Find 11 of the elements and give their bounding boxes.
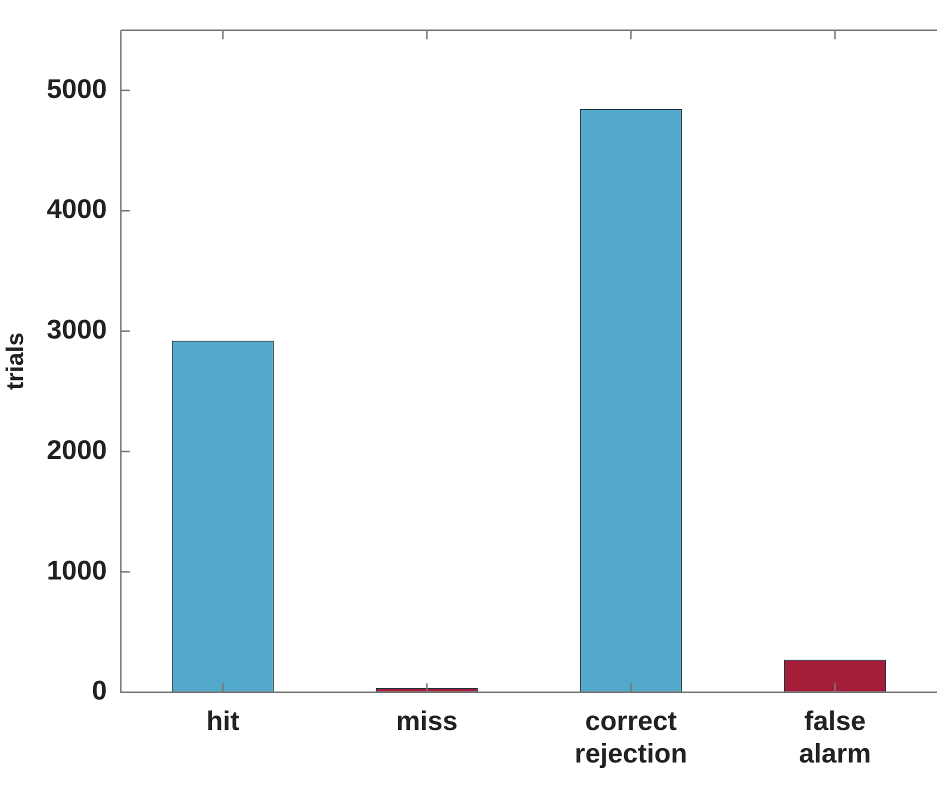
y-tick-label: 3000 xyxy=(46,314,107,345)
x-tick-label: miss xyxy=(396,706,458,736)
y-axis-title: trials xyxy=(2,332,30,390)
x-tick-label: hit xyxy=(206,706,240,736)
x-tick-label: false alarm xyxy=(798,706,872,768)
y-tick-label: 0 xyxy=(92,676,107,706)
y-tick-label: 5000 xyxy=(46,74,107,104)
y-tick-label: 1000 xyxy=(46,555,107,586)
y-tick-label: 4000 xyxy=(46,194,107,224)
y-tick-label: 2000 xyxy=(46,434,107,465)
x-tick-label: correct rejection xyxy=(574,706,688,768)
